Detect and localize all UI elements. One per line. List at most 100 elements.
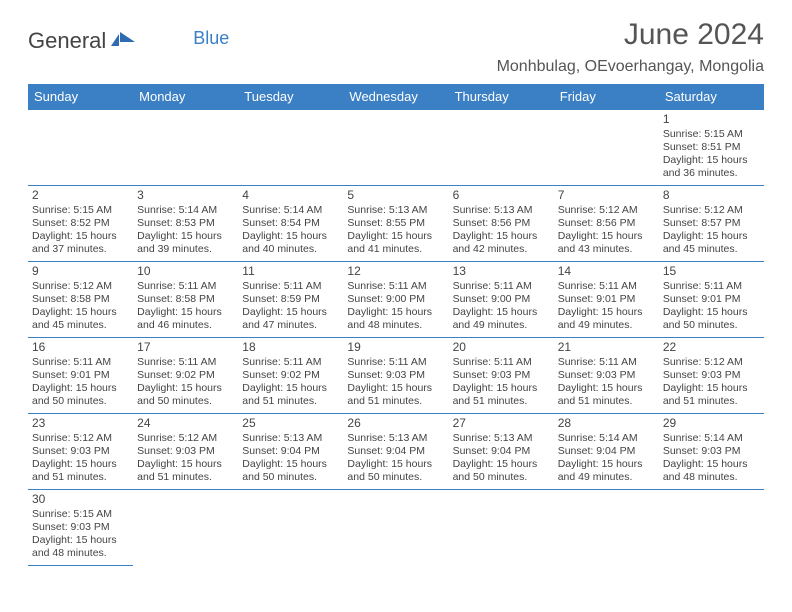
daylight-line-1: Daylight: 15 hours [347, 306, 444, 319]
daylight-line-1: Daylight: 15 hours [347, 230, 444, 243]
day-number: 21 [558, 340, 655, 355]
sunrise-line: Sunrise: 5:14 AM [663, 432, 760, 445]
day-number: 29 [663, 416, 760, 431]
sunset-line: Sunset: 9:03 PM [558, 369, 655, 382]
sunset-line: Sunset: 8:52 PM [32, 217, 129, 230]
day-number: 20 [453, 340, 550, 355]
daylight-line-1: Daylight: 15 hours [242, 458, 339, 471]
sunrise-line: Sunrise: 5:15 AM [32, 508, 129, 521]
daylight-line-2: and 49 minutes. [558, 319, 655, 332]
calendar-cell: 14Sunrise: 5:11 AMSunset: 9:01 PMDayligh… [554, 262, 659, 338]
daylight-line-2: and 50 minutes. [137, 395, 234, 408]
sunset-line: Sunset: 8:56 PM [453, 217, 550, 230]
daylight-line-2: and 50 minutes. [242, 471, 339, 484]
sunrise-line: Sunrise: 5:11 AM [558, 356, 655, 369]
day-header: Monday [133, 84, 238, 110]
day-number: 5 [347, 188, 444, 203]
daylight-line-1: Daylight: 15 hours [558, 230, 655, 243]
sunrise-line: Sunrise: 5:11 AM [137, 280, 234, 293]
calendar-cell: 15Sunrise: 5:11 AMSunset: 9:01 PMDayligh… [659, 262, 764, 338]
day-number: 14 [558, 264, 655, 279]
sunset-line: Sunset: 9:00 PM [453, 293, 550, 306]
calendar-cell [449, 490, 554, 566]
daylight-line-1: Daylight: 15 hours [453, 306, 550, 319]
day-number: 3 [137, 188, 234, 203]
daylight-line-1: Daylight: 15 hours [453, 458, 550, 471]
sunset-line: Sunset: 9:04 PM [558, 445, 655, 458]
daylight-line-1: Daylight: 15 hours [137, 382, 234, 395]
daylight-line-2: and 51 minutes. [663, 395, 760, 408]
sunrise-line: Sunrise: 5:11 AM [347, 280, 444, 293]
daylight-line-2: and 50 minutes. [663, 319, 760, 332]
day-number: 11 [242, 264, 339, 279]
daylight-line-1: Daylight: 15 hours [137, 230, 234, 243]
sunset-line: Sunset: 9:03 PM [347, 369, 444, 382]
daylight-line-2: and 42 minutes. [453, 243, 550, 256]
calendar-cell: 16Sunrise: 5:11 AMSunset: 9:01 PMDayligh… [28, 338, 133, 414]
day-number: 19 [347, 340, 444, 355]
sunset-line: Sunset: 9:04 PM [453, 445, 550, 458]
brand-logo: General Blue [28, 18, 175, 54]
calendar-cell: 27Sunrise: 5:13 AMSunset: 9:04 PMDayligh… [449, 414, 554, 490]
day-number: 8 [663, 188, 760, 203]
calendar-cell [133, 490, 238, 566]
brand-general: General [28, 28, 106, 54]
day-number: 23 [32, 416, 129, 431]
sunset-line: Sunset: 8:54 PM [242, 217, 339, 230]
sunset-line: Sunset: 9:03 PM [453, 369, 550, 382]
calendar-header-row: SundayMondayTuesdayWednesdayThursdayFrid… [28, 84, 764, 110]
daylight-line-1: Daylight: 15 hours [453, 382, 550, 395]
day-header: Tuesday [238, 84, 343, 110]
daylight-line-1: Daylight: 15 hours [453, 230, 550, 243]
day-number: 27 [453, 416, 550, 431]
sunrise-line: Sunrise: 5:13 AM [347, 432, 444, 445]
day-header: Sunday [28, 84, 133, 110]
daylight-line-1: Daylight: 15 hours [242, 230, 339, 243]
daylight-line-1: Daylight: 15 hours [347, 382, 444, 395]
daylight-line-1: Daylight: 15 hours [558, 382, 655, 395]
sunset-line: Sunset: 9:04 PM [347, 445, 444, 458]
daylight-line-1: Daylight: 15 hours [663, 382, 760, 395]
daylight-line-2: and 49 minutes. [558, 471, 655, 484]
sunrise-line: Sunrise: 5:12 AM [663, 356, 760, 369]
calendar-week: 9Sunrise: 5:12 AMSunset: 8:58 PMDaylight… [28, 262, 764, 338]
sunrise-line: Sunrise: 5:12 AM [32, 432, 129, 445]
daylight-line-1: Daylight: 15 hours [242, 382, 339, 395]
day-number: 1 [663, 112, 760, 127]
header: General Blue June 2024 Monhbulag, OEvoer… [28, 18, 764, 80]
daylight-line-1: Daylight: 15 hours [558, 306, 655, 319]
daylight-line-2: and 49 minutes. [453, 319, 550, 332]
daylight-line-1: Daylight: 15 hours [32, 382, 129, 395]
daylight-line-2: and 45 minutes. [32, 319, 129, 332]
calendar-cell [554, 110, 659, 186]
daylight-line-1: Daylight: 15 hours [663, 306, 760, 319]
calendar-cell: 21Sunrise: 5:11 AMSunset: 9:03 PMDayligh… [554, 338, 659, 414]
sunset-line: Sunset: 9:04 PM [242, 445, 339, 458]
daylight-line-2: and 36 minutes. [663, 167, 760, 180]
sunrise-line: Sunrise: 5:11 AM [453, 280, 550, 293]
sunrise-line: Sunrise: 5:13 AM [347, 204, 444, 217]
sunrise-line: Sunrise: 5:11 AM [453, 356, 550, 369]
calendar-cell: 7Sunrise: 5:12 AMSunset: 8:56 PMDaylight… [554, 186, 659, 262]
calendar-cell [659, 490, 764, 566]
calendar-cell: 5Sunrise: 5:13 AMSunset: 8:55 PMDaylight… [343, 186, 448, 262]
day-number: 16 [32, 340, 129, 355]
sunrise-line: Sunrise: 5:15 AM [663, 128, 760, 141]
calendar-cell: 18Sunrise: 5:11 AMSunset: 9:02 PMDayligh… [238, 338, 343, 414]
location: Monhbulag, OEvoerhangay, Mongolia [497, 58, 764, 76]
sunrise-line: Sunrise: 5:12 AM [137, 432, 234, 445]
sunrise-line: Sunrise: 5:13 AM [453, 432, 550, 445]
calendar-cell [343, 490, 448, 566]
calendar-cell [133, 110, 238, 186]
daylight-line-1: Daylight: 15 hours [137, 306, 234, 319]
daylight-line-2: and 51 minutes. [137, 471, 234, 484]
daylight-line-1: Daylight: 15 hours [32, 458, 129, 471]
sunrise-line: Sunrise: 5:11 AM [663, 280, 760, 293]
sunrise-line: Sunrise: 5:12 AM [558, 204, 655, 217]
daylight-line-1: Daylight: 15 hours [32, 230, 129, 243]
calendar-body: 1Sunrise: 5:15 AMSunset: 8:51 PMDaylight… [28, 110, 764, 566]
daylight-line-2: and 48 minutes. [347, 319, 444, 332]
calendar-cell [28, 110, 133, 186]
sunset-line: Sunset: 9:03 PM [663, 445, 760, 458]
calendar-cell: 26Sunrise: 5:13 AMSunset: 9:04 PMDayligh… [343, 414, 448, 490]
